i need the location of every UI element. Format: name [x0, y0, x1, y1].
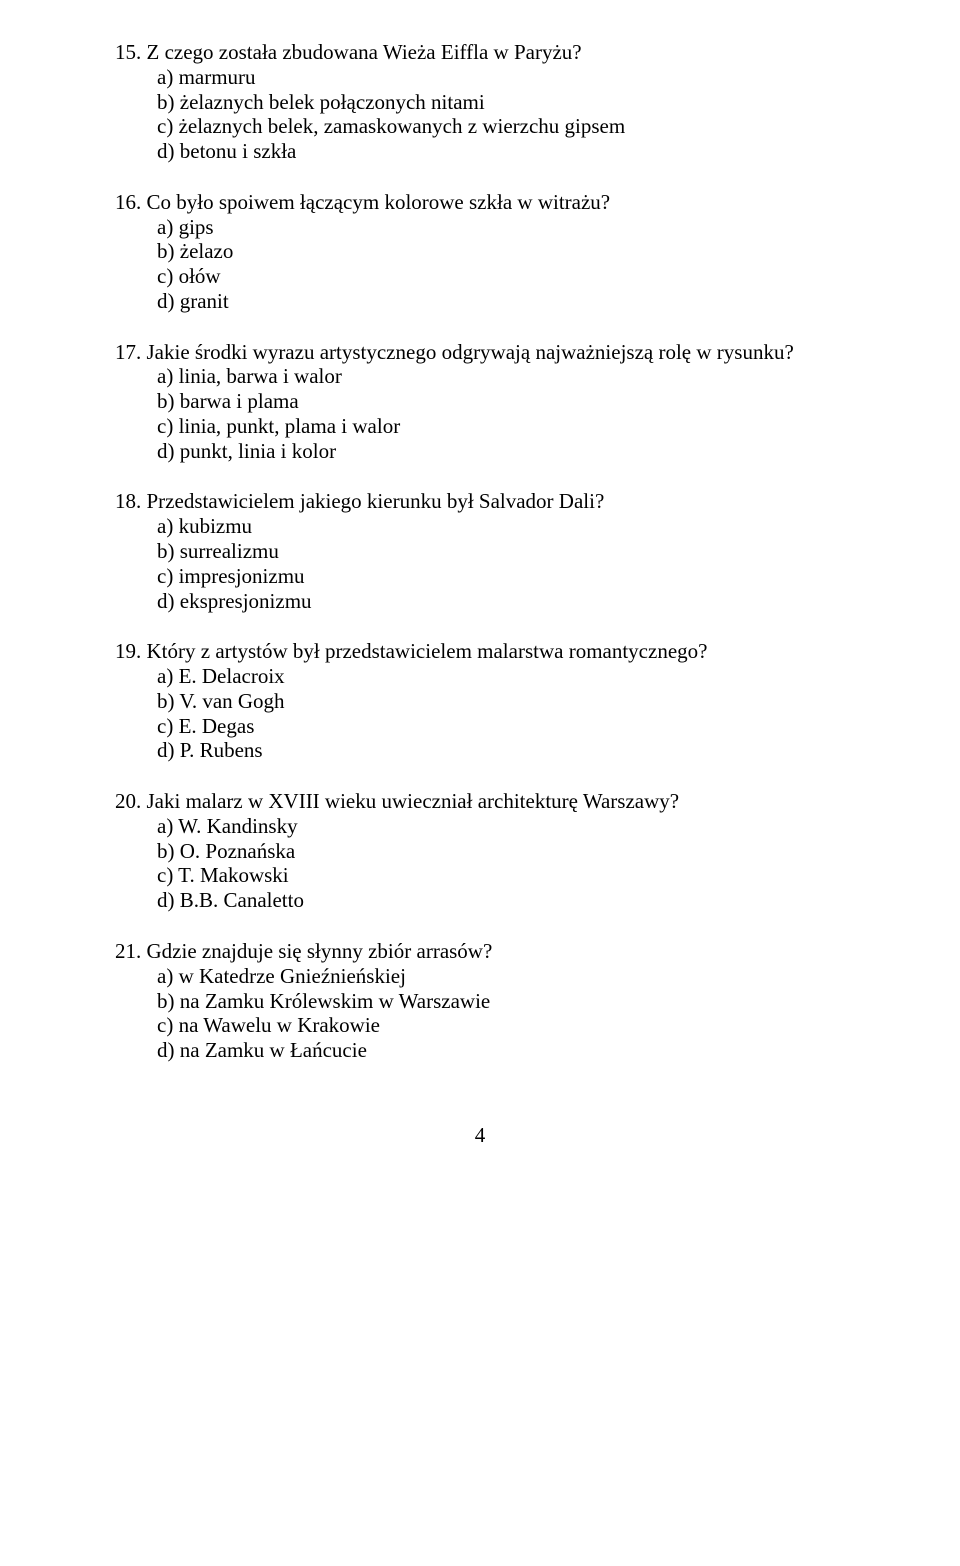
answer-option: c) E. Degas	[157, 714, 845, 739]
answer-option: a) E. Delacroix	[157, 664, 845, 689]
quiz-content: 15. Z czego została zbudowana Wieża Eiff…	[115, 40, 845, 1063]
answer-option: b) surrealizmu	[157, 539, 845, 564]
answer-option: a) gips	[157, 215, 845, 240]
answer-option: c) impresjonizmu	[157, 564, 845, 589]
answer-option: a) W. Kandinsky	[157, 814, 845, 839]
question: 16. Co było spoiwem łączącym kolorowe sz…	[115, 190, 845, 314]
answer-option: d) granit	[157, 289, 845, 314]
answers: a) gipsb) żelazoc) ołówd) granit	[115, 215, 845, 314]
question: 15. Z czego została zbudowana Wieża Eiff…	[115, 40, 845, 164]
question-body: Który z artystów był przedstawicielem ma…	[147, 639, 708, 663]
question-body: Jakie środki wyrazu artystycznego odgryw…	[147, 340, 794, 364]
question-body: Co było spoiwem łączącym kolorowe szkła …	[147, 190, 611, 214]
question-text: 21. Gdzie znajduje się słynny zbiór arra…	[115, 939, 845, 964]
question: 18. Przedstawicielem jakiego kierunku by…	[115, 489, 845, 613]
question: 21. Gdzie znajduje się słynny zbiór arra…	[115, 939, 845, 1063]
answers: a) linia, barwa i walorb) barwa i plamac…	[115, 364, 845, 463]
answer-option: c) ołów	[157, 264, 845, 289]
answer-option: b) barwa i plama	[157, 389, 845, 414]
page-number: 4	[115, 1123, 845, 1148]
question-body: Jaki malarz w XVIII wieku uwieczniał arc…	[147, 789, 680, 813]
answer-option: c) na Wawelu w Krakowie	[157, 1013, 845, 1038]
answer-option: c) żelaznych belek, zamaskowanych z wier…	[157, 114, 845, 139]
answer-option: d) betonu i szkła	[157, 139, 845, 164]
question-text: 15. Z czego została zbudowana Wieża Eiff…	[115, 40, 845, 65]
question-number: 16.	[115, 190, 141, 214]
answer-option: d) B.B. Canaletto	[157, 888, 845, 913]
answer-option: d) na Zamku w Łańcucie	[157, 1038, 845, 1063]
answers: a) kubizmub) surrealizmuc) impresjonizmu…	[115, 514, 845, 613]
answer-option: b) żelazo	[157, 239, 845, 264]
answer-option: c) linia, punkt, plama i walor	[157, 414, 845, 439]
answer-option: a) linia, barwa i walor	[157, 364, 845, 389]
answer-option: b) V. van Gogh	[157, 689, 845, 714]
question-text: 18. Przedstawicielem jakiego kierunku by…	[115, 489, 845, 514]
question-text: 20. Jaki malarz w XVIII wieku uwieczniał…	[115, 789, 845, 814]
answer-option: a) marmuru	[157, 65, 845, 90]
answer-option: d) punkt, linia i kolor	[157, 439, 845, 464]
question: 20. Jaki malarz w XVIII wieku uwieczniał…	[115, 789, 845, 913]
question-body: Z czego została zbudowana Wieża Eiffla w…	[147, 40, 582, 64]
answer-option: c) T. Makowski	[157, 863, 845, 888]
answers: a) marmurub) żelaznych belek połączonych…	[115, 65, 845, 164]
question-number: 20.	[115, 789, 141, 813]
answer-option: b) na Zamku Królewskim w Warszawie	[157, 989, 845, 1014]
answer-option: a) w Katedrze Gnieźnieńskiej	[157, 964, 845, 989]
question-body: Przedstawicielem jakiego kierunku był Sa…	[147, 489, 605, 513]
answer-option: b) O. Poznańska	[157, 839, 845, 864]
answer-option: d) ekspresjonizmu	[157, 589, 845, 614]
question-text: 17. Jakie środki wyrazu artystycznego od…	[115, 340, 845, 365]
answer-option: a) kubizmu	[157, 514, 845, 539]
question-number: 18.	[115, 489, 141, 513]
question-number: 21.	[115, 939, 141, 963]
question-number: 15.	[115, 40, 141, 64]
question-text: 19. Który z artystów był przedstawiciele…	[115, 639, 845, 664]
question-body: Gdzie znajduje się słynny zbiór arrasów?	[147, 939, 493, 963]
answers: a) E. Delacroixb) V. van Goghc) E. Degas…	[115, 664, 845, 763]
answers: a) W. Kandinskyb) O. Poznańskac) T. Mako…	[115, 814, 845, 913]
question: 19. Który z artystów był przedstawiciele…	[115, 639, 845, 763]
question: 17. Jakie środki wyrazu artystycznego od…	[115, 340, 845, 464]
answer-option: b) żelaznych belek połączonych nitami	[157, 90, 845, 115]
answer-option: d) P. Rubens	[157, 738, 845, 763]
answers: a) w Katedrze Gnieźnieńskiejb) na Zamku …	[115, 964, 845, 1063]
question-number: 19.	[115, 639, 141, 663]
question-text: 16. Co było spoiwem łączącym kolorowe sz…	[115, 190, 845, 215]
question-number: 17.	[115, 340, 141, 364]
